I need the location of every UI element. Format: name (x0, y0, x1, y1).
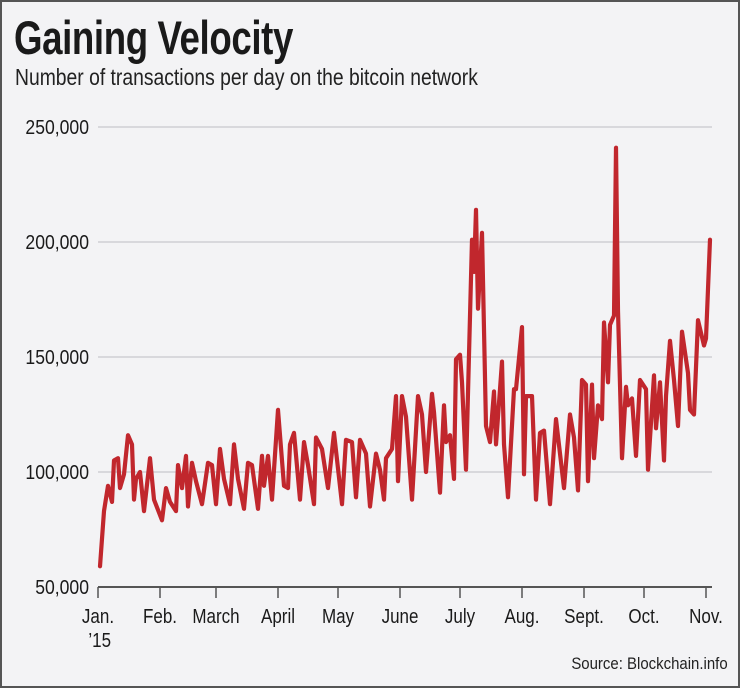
x-tick-label: Nov. (689, 605, 723, 628)
chart-title: Gaining Velocity (14, 11, 293, 64)
x-tick-year-label: ’15 (88, 629, 111, 652)
series (97, 145, 713, 569)
x-tick-label: April (261, 605, 295, 628)
x-tick-label: June (382, 605, 419, 628)
y-tick-label: 200,000 (25, 231, 89, 253)
x-tick-label: March (192, 605, 239, 628)
x-tick-label: Jan. (82, 605, 114, 628)
x-tick-label: Oct. (628, 605, 659, 628)
x-tick-label: May (322, 605, 355, 628)
x-tick-label: Feb. (143, 605, 177, 628)
y-tick-label: 100,000 (25, 461, 89, 483)
y-tick-label: 50,000 (35, 576, 89, 598)
y-axis: 50,000 100,000 150,000 200,000 250,000 (25, 116, 89, 598)
x-tick-label: July (445, 605, 476, 628)
transactions-line (97, 145, 713, 569)
chart-subtitle: Number of transactions per day on the bi… (15, 64, 478, 90)
source-note: Source: Blockchain.info (571, 654, 728, 673)
x-tick-label: Sept. (564, 605, 604, 628)
x-axis: Jan.’15 Feb. March April May June July Aug. Sept… (82, 586, 723, 652)
x-tick-label: Aug. (505, 605, 540, 628)
y-tick-label: 250,000 (25, 116, 89, 138)
y-tick-label: 150,000 (25, 346, 89, 368)
